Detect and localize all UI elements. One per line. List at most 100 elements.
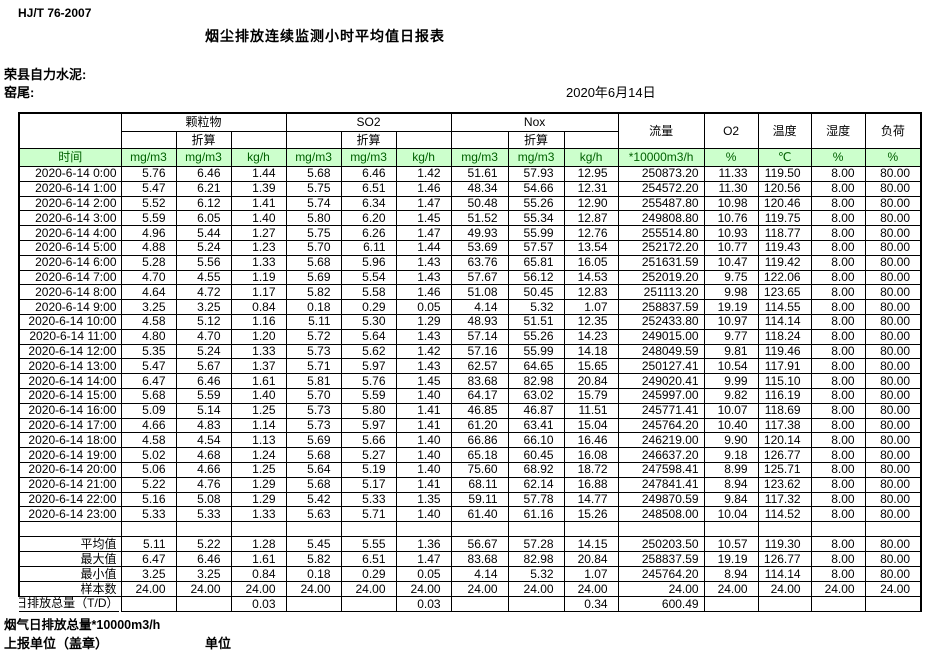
value-cell: 252172.20 <box>617 239 705 256</box>
value-cell: 6.51 <box>340 180 397 197</box>
value-cell: 6.47 <box>120 551 177 568</box>
empty-cell <box>450 521 509 538</box>
value-cell: 9.84 <box>703 491 759 508</box>
value-cell: 245764.20 <box>617 417 705 434</box>
value-cell: 1.43 <box>395 328 452 345</box>
value-cell: 57.28 <box>507 536 565 553</box>
value-cell: 255514.80 <box>617 225 705 241</box>
unit-header: mg/m3 <box>175 148 232 167</box>
value-cell: 48.93 <box>450 313 509 330</box>
value-cell: 1.29 <box>395 313 452 330</box>
value-cell: 18.72 <box>563 461 619 478</box>
value-cell: 55.99 <box>507 225 565 241</box>
value-cell: 61.40 <box>450 506 509 523</box>
empty-cell <box>757 521 812 538</box>
value-cell: 114.52 <box>757 506 812 523</box>
value-cell: 6.46 <box>175 551 232 568</box>
value-cell: 5.72 <box>285 328 342 345</box>
value-cell: 80.00 <box>864 299 923 315</box>
value-cell: 5.64 <box>285 461 342 478</box>
value-cell: 53.69 <box>450 239 509 256</box>
summary-row: 最大值 6.47 6.46 1.61 5.82 6.51 1.47 83.68 82.98 20.… <box>18 551 923 568</box>
time-cell: 2020-6-14 11:00 <box>18 328 122 345</box>
value-cell: 4.83 <box>175 417 232 434</box>
header-temperature: 温度 <box>757 112 812 149</box>
value-cell: 5.81 <box>285 373 342 389</box>
value-cell: 57.14 <box>450 328 509 345</box>
value-cell: 24.00 <box>395 581 452 598</box>
value-cell: 4.72 <box>175 284 232 301</box>
value-cell: 1.43 <box>395 269 452 286</box>
unit-header: % <box>703 148 759 167</box>
header-humidity: 湿度 <box>810 112 866 149</box>
value-cell: 24.00 <box>757 581 812 598</box>
value-cell: 80.00 <box>864 566 923 583</box>
summary-label-cell: 样本数 <box>18 581 122 598</box>
value-cell: 80.00 <box>864 536 923 553</box>
empty-cell <box>175 521 232 538</box>
value-cell: 1.61 <box>230 373 287 389</box>
value-cell: 55.34 <box>507 210 565 227</box>
value-cell: 65.18 <box>450 447 509 463</box>
table-row: 2020-6-14 3:00 5.59 6.05 1.40 5.80 6.20 1.45 51… <box>18 210 923 227</box>
value-cell: 8.94 <box>703 566 759 583</box>
value-cell: 4.96 <box>120 225 177 241</box>
value-cell: 6.21 <box>175 180 232 197</box>
value-cell: 63.41 <box>507 417 565 434</box>
value-cell: 1.43 <box>395 254 452 271</box>
value-cell: 24.00 <box>810 581 866 598</box>
value-cell: 8.00 <box>810 284 866 301</box>
value-cell: 4.68 <box>175 447 232 463</box>
table-row: 2020-6-14 2:00 5.52 6.12 1.41 5.74 6.34 1.47 50… <box>18 195 923 212</box>
value-cell: 8.00 <box>810 536 866 553</box>
header-flow: 流量 <box>617 112 705 149</box>
value-cell: 10.76 <box>703 210 759 227</box>
value-cell: 24.00 <box>175 581 232 598</box>
time-cell: 2020-6-14 12:00 <box>18 343 122 360</box>
value-cell: 5.33 <box>175 506 232 523</box>
value-cell: 55.26 <box>507 195 565 212</box>
value-cell: 9.75 <box>703 269 759 286</box>
value-cell: 5.68 <box>285 447 342 463</box>
value-cell: 5.06 <box>120 461 177 478</box>
unit-header: *10000m3/h <box>617 148 705 167</box>
value-cell: 80.00 <box>864 461 923 478</box>
summary-row: 日排放总量（T/D） 0.03 0.03 0.34 600.49 <box>19 596 923 613</box>
value-cell: 66.86 <box>450 432 509 449</box>
value-cell: 4.88 <box>120 239 177 256</box>
value-cell: 245764.20 <box>617 566 705 583</box>
value-cell: 0.05 <box>395 566 452 583</box>
value-cell: 1.44 <box>230 166 287 182</box>
table-row: 2020-6-14 4:00 4.96 5.44 1.27 5.75 6.26 1.47 49… <box>18 225 923 241</box>
table-row: 2020-6-14 21:00 5.22 4.76 1.29 5.68 5.17 1.41 6… <box>18 476 923 493</box>
corner-cell <box>18 112 122 149</box>
value-cell: 10.93 <box>703 225 759 241</box>
value-cell: 24.00 <box>703 581 759 598</box>
value-cell: 5.68 <box>285 476 342 493</box>
value-cell: 9.90 <box>703 432 759 449</box>
value-cell <box>175 596 232 613</box>
value-cell: 9.99 <box>703 373 759 389</box>
value-cell: 5.35 <box>120 343 177 360</box>
value-cell: 80.00 <box>864 180 923 197</box>
value-cell: 5.82 <box>285 551 342 568</box>
sub-header-converted: 折算 <box>340 131 397 149</box>
value-cell: 6.46 <box>340 166 397 182</box>
value-cell: 63.02 <box>507 387 565 404</box>
value-cell <box>864 596 923 613</box>
value-cell: 250127.41 <box>617 358 705 375</box>
value-cell: 1.40 <box>395 387 452 404</box>
value-cell: 245997.00 <box>617 387 705 404</box>
value-cell: 50.45 <box>507 284 565 301</box>
value-cell: 80.00 <box>864 551 923 568</box>
value-cell: 57.16 <box>450 343 509 360</box>
value-cell: 5.80 <box>285 210 342 227</box>
empty-cell <box>617 521 705 538</box>
value-cell: 16.05 <box>563 254 619 271</box>
value-cell: 1.33 <box>230 343 287 360</box>
header-load: 负荷 <box>864 112 923 149</box>
value-cell: 117.32 <box>757 491 812 508</box>
value-cell: 3.25 <box>120 566 177 583</box>
value-cell: 4.70 <box>120 269 177 286</box>
value-cell: 83.68 <box>450 551 509 568</box>
